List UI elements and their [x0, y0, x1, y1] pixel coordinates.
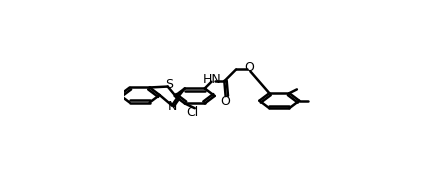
- Text: N: N: [168, 100, 177, 113]
- Text: O: O: [221, 95, 231, 108]
- Text: HN: HN: [203, 73, 222, 86]
- Text: O: O: [244, 61, 254, 74]
- Text: Cl: Cl: [187, 106, 199, 120]
- Text: S: S: [165, 78, 173, 91]
